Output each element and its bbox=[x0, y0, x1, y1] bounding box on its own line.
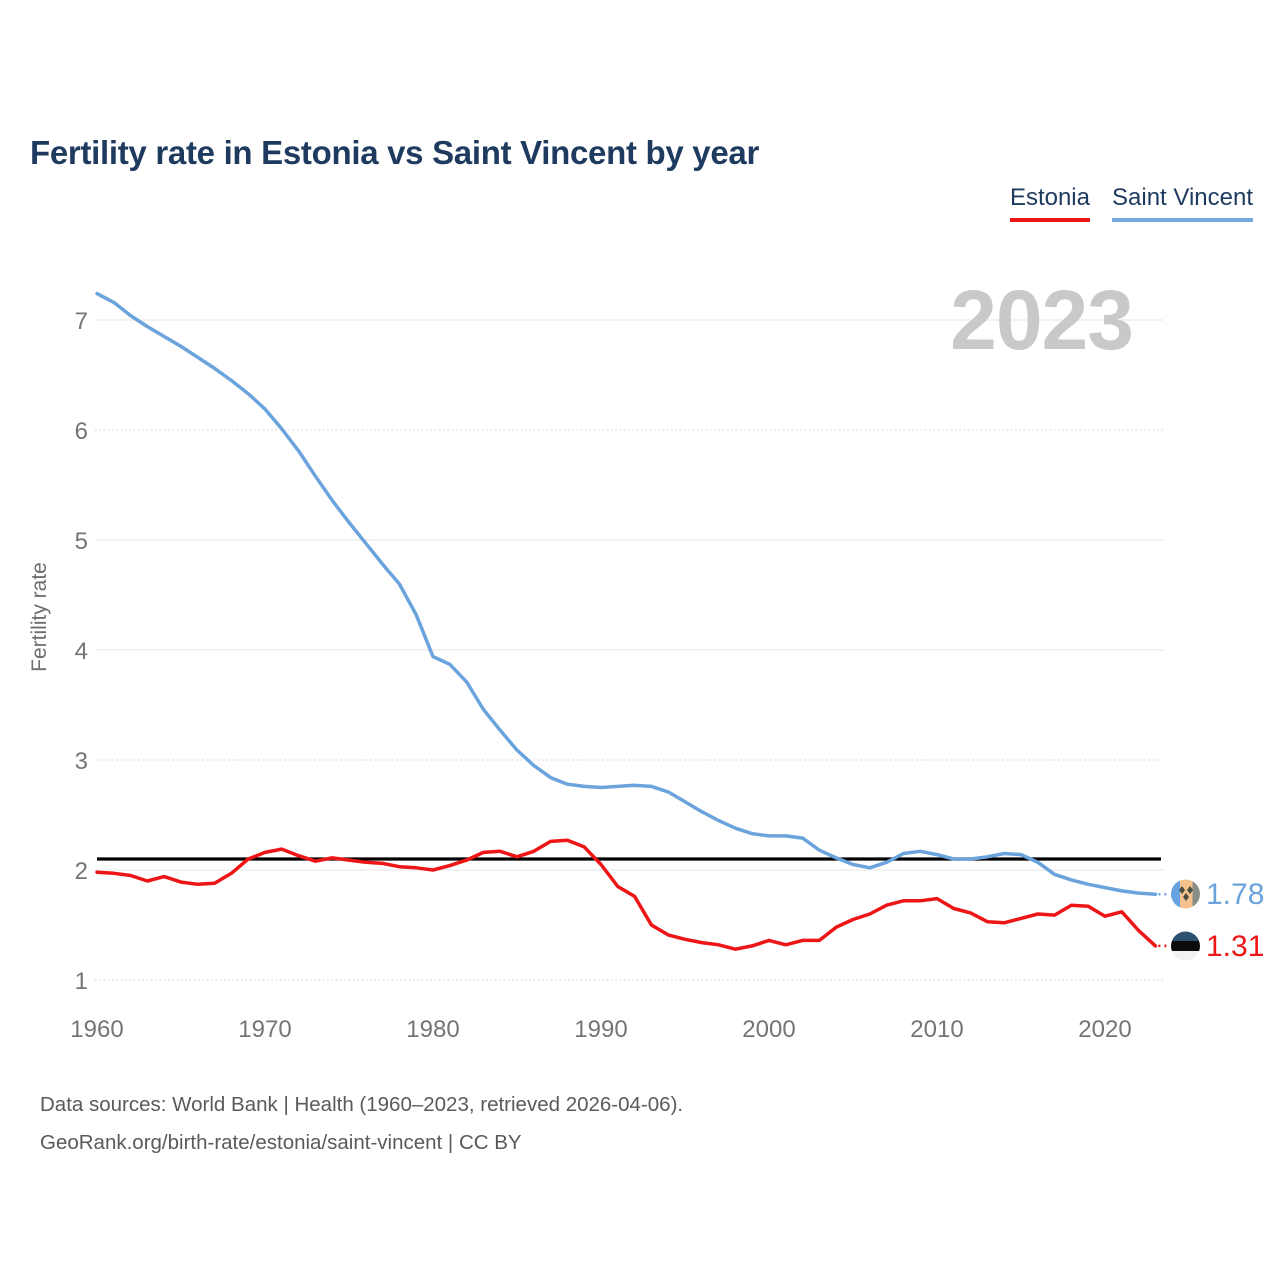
footer-attribution-line: GeoRank.org/birth-rate/estonia/saint-vin… bbox=[40, 1131, 522, 1154]
svg-text:2010: 2010 bbox=[910, 1016, 963, 1043]
svg-text:2: 2 bbox=[75, 858, 88, 885]
y-axis-title: Fertility rate bbox=[28, 562, 51, 672]
saint-vincent-end-value: 1.78 bbox=[1206, 878, 1264, 911]
svg-text:1960: 1960 bbox=[70, 1016, 123, 1043]
legend-item-saint-vincent[interactable]: Saint Vincent bbox=[1112, 184, 1253, 222]
gridlines bbox=[95, 319, 1163, 981]
svg-text:4: 4 bbox=[75, 638, 88, 665]
footer: Data sources: World Bank | Health (1960–… bbox=[40, 1086, 683, 1162]
svg-text:1: 1 bbox=[75, 968, 88, 995]
footer-sources-line: Data sources: World Bank | Health (1960–… bbox=[40, 1093, 684, 1116]
svg-text:2020: 2020 bbox=[1078, 1016, 1131, 1043]
year-watermark: 2023 bbox=[950, 273, 1134, 367]
legend: Estonia Saint Vincent bbox=[1009, 184, 1253, 222]
svg-text:6: 6 bbox=[75, 418, 88, 445]
estonia-flag-icon bbox=[1171, 931, 1200, 961]
svg-text:3: 3 bbox=[75, 748, 88, 775]
svg-text:1990: 1990 bbox=[574, 1016, 627, 1043]
saint-vincent-flag-icon bbox=[1171, 879, 1200, 909]
svg-text:2000: 2000 bbox=[742, 1016, 795, 1043]
data-series-lines bbox=[95, 291, 1169, 951]
y-axis-tick-labels: 1 2 3 4 5 6 7 bbox=[75, 308, 88, 995]
x-axis-tick-labels: 1960 1970 1980 1990 2000 2010 2020 bbox=[70, 1016, 1131, 1043]
svg-text:5: 5 bbox=[75, 528, 88, 555]
svg-text:1970: 1970 bbox=[238, 1016, 291, 1043]
estonia-end-value: 1.31 bbox=[1206, 930, 1264, 963]
svg-text:1980: 1980 bbox=[406, 1016, 459, 1043]
svg-text:7: 7 bbox=[75, 308, 88, 335]
page-title: Fertility rate in Estonia vs Saint Vince… bbox=[30, 134, 759, 172]
legend-item-estonia[interactable]: Estonia bbox=[1009, 184, 1090, 222]
